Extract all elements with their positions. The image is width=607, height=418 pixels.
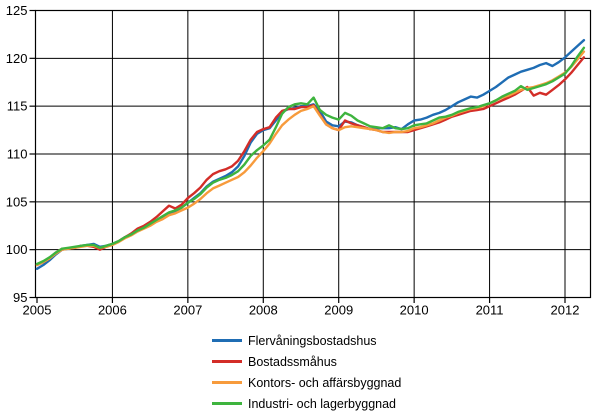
chart-legend: Flervåningsbostadshus Bostadssmåhus Kontor… (212, 330, 401, 414)
x-axis-tick-label: 2006 (98, 303, 127, 318)
legend-item: Bostadssmåhus (212, 351, 401, 372)
x-axis-tick-label: 2007 (173, 303, 202, 318)
x-axis-tick-label: 2012 (551, 303, 580, 318)
x-axis-tick-label: 2005 (23, 303, 52, 318)
y-axis-tick-label: 125 (6, 3, 28, 18)
series-line (35, 56, 586, 267)
x-axis-tick-label: 2008 (249, 303, 278, 318)
x-axis-tick-label: 2010 (400, 303, 429, 318)
x-axis-tick-label: 2009 (324, 303, 353, 318)
y-axis-tick-label: 100 (6, 242, 28, 257)
legend-item: Kontors- och affärsbyggnad (212, 372, 401, 393)
legend-label: Industri- och lagerbyggnad (248, 396, 397, 411)
legend-line-swatch (212, 360, 242, 363)
y-axis-tick-label: 95 (13, 290, 27, 305)
legend-label: Bostadssmåhus (248, 354, 337, 369)
legend-line-swatch (212, 381, 242, 384)
x-axis-tick-label: 2011 (476, 303, 504, 318)
y-axis-tick-label: 105 (6, 194, 28, 209)
y-axis-tick-label: 115 (7, 99, 28, 114)
legend-label: Kontors- och affärsbyggnad (248, 375, 402, 390)
legend-item: Flervåningsbostadshus (212, 330, 401, 351)
legend-line-swatch (212, 402, 242, 405)
y-axis-tick-label: 120 (6, 51, 28, 66)
legend-label: Flervåningsbostadshus (248, 333, 377, 348)
legend-item: Industri- och lagerbyggnad (212, 393, 401, 414)
legend-line-swatch (212, 339, 242, 342)
series-line (35, 46, 586, 266)
y-axis-tick-label: 110 (7, 147, 28, 162)
